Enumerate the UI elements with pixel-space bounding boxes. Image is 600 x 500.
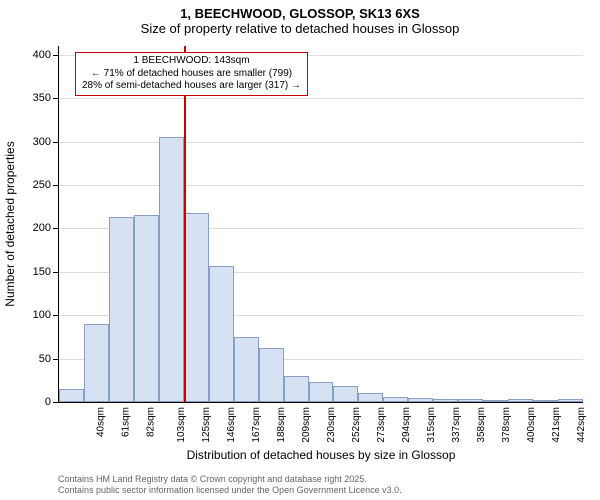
y-axis-label: Number of detached properties: [3, 141, 17, 306]
histogram-bar: [309, 382, 334, 402]
x-tick-label: 40sqm: [96, 407, 107, 437]
marker-annotation: 1 BEECHWOOD: 143sqm ← 71% of detached ho…: [75, 52, 308, 96]
histogram-bar: [508, 399, 533, 402]
histogram-bar: [483, 400, 508, 402]
y-tick: [53, 315, 59, 316]
attribution-text: Contains HM Land Registry data © Crown c…: [58, 474, 402, 497]
x-tick-label: 358sqm: [476, 407, 487, 443]
histogram-bar: [259, 348, 284, 402]
x-tick-label: 61sqm: [121, 407, 132, 437]
histogram-bar: [333, 386, 358, 402]
grid-line: [59, 142, 583, 143]
attribution-line-1: Contains HM Land Registry data © Crown c…: [58, 474, 402, 485]
chart-container: 1, BEECHWOOD, GLOSSOP, SK13 6XS Size of …: [0, 0, 600, 500]
histogram-bar: [383, 397, 408, 402]
chart-title-sub: Size of property relative to detached ho…: [0, 21, 600, 40]
y-tick-label: 400: [33, 49, 51, 61]
x-tick-label: 125sqm: [201, 407, 212, 443]
histogram-bar: [358, 393, 383, 402]
annotation-line-2: ← 71% of detached houses are smaller (79…: [82, 68, 301, 81]
annotation-line-3: 28% of semi-detached houses are larger (…: [82, 80, 301, 93]
y-tick: [53, 142, 59, 143]
x-tick-label: 378sqm: [501, 407, 512, 443]
histogram-bar: [59, 389, 84, 402]
histogram-bar: [84, 324, 109, 402]
x-tick-label: 400sqm: [526, 407, 537, 443]
histogram-bar: [234, 337, 259, 402]
plot-area: Distribution of detached houses by size …: [58, 46, 583, 403]
x-tick-label: 103sqm: [176, 407, 187, 443]
marker-line: [184, 46, 186, 402]
x-tick-label: 82sqm: [146, 407, 157, 437]
y-tick: [53, 55, 59, 56]
y-tick-label: 200: [33, 222, 51, 234]
x-tick-label: 315sqm: [426, 407, 437, 443]
histogram-bar: [458, 399, 483, 402]
x-tick-label: 230sqm: [326, 407, 337, 443]
y-tick-label: 300: [33, 136, 51, 148]
y-tick: [53, 402, 59, 403]
x-tick-label: 146sqm: [226, 407, 237, 443]
x-tick-label: 273sqm: [376, 407, 387, 443]
histogram-bar: [134, 215, 159, 402]
histogram-bar: [209, 266, 234, 402]
x-tick-label: 252sqm: [351, 407, 362, 443]
x-tick-label: 188sqm: [276, 407, 287, 443]
histogram-bar: [284, 376, 309, 402]
y-tick-label: 0: [45, 396, 51, 408]
histogram-bar: [184, 213, 209, 402]
grid-line: [59, 98, 583, 99]
x-tick-label: 209sqm: [301, 407, 312, 443]
annotation-line-1: 1 BEECHWOOD: 143sqm: [82, 55, 301, 68]
histogram-bar: [159, 137, 184, 402]
x-tick-label: 337sqm: [451, 407, 462, 443]
histogram-bar: [433, 399, 458, 402]
x-tick-label: 167sqm: [251, 407, 262, 443]
x-tick-label: 421sqm: [551, 407, 562, 443]
histogram-bar: [408, 398, 433, 402]
histogram-bar: [533, 400, 558, 402]
x-tick-label: 294sqm: [401, 407, 412, 443]
y-tick: [53, 98, 59, 99]
y-tick: [53, 185, 59, 186]
x-tick-label: 442sqm: [576, 407, 587, 443]
y-tick-label: 100: [33, 309, 51, 321]
attribution-line-2: Contains public sector information licen…: [58, 485, 402, 496]
y-tick: [53, 359, 59, 360]
y-tick-label: 350: [33, 92, 51, 104]
histogram-bar: [558, 399, 583, 402]
y-tick-label: 50: [39, 353, 51, 365]
y-tick-label: 150: [33, 266, 51, 278]
chart-title-main: 1, BEECHWOOD, GLOSSOP, SK13 6XS: [0, 0, 600, 21]
y-tick-label: 250: [33, 179, 51, 191]
y-tick: [53, 272, 59, 273]
y-tick: [53, 228, 59, 229]
x-axis-label: Distribution of detached houses by size …: [187, 448, 456, 462]
grid-line: [59, 185, 583, 186]
histogram-bar: [109, 217, 134, 402]
